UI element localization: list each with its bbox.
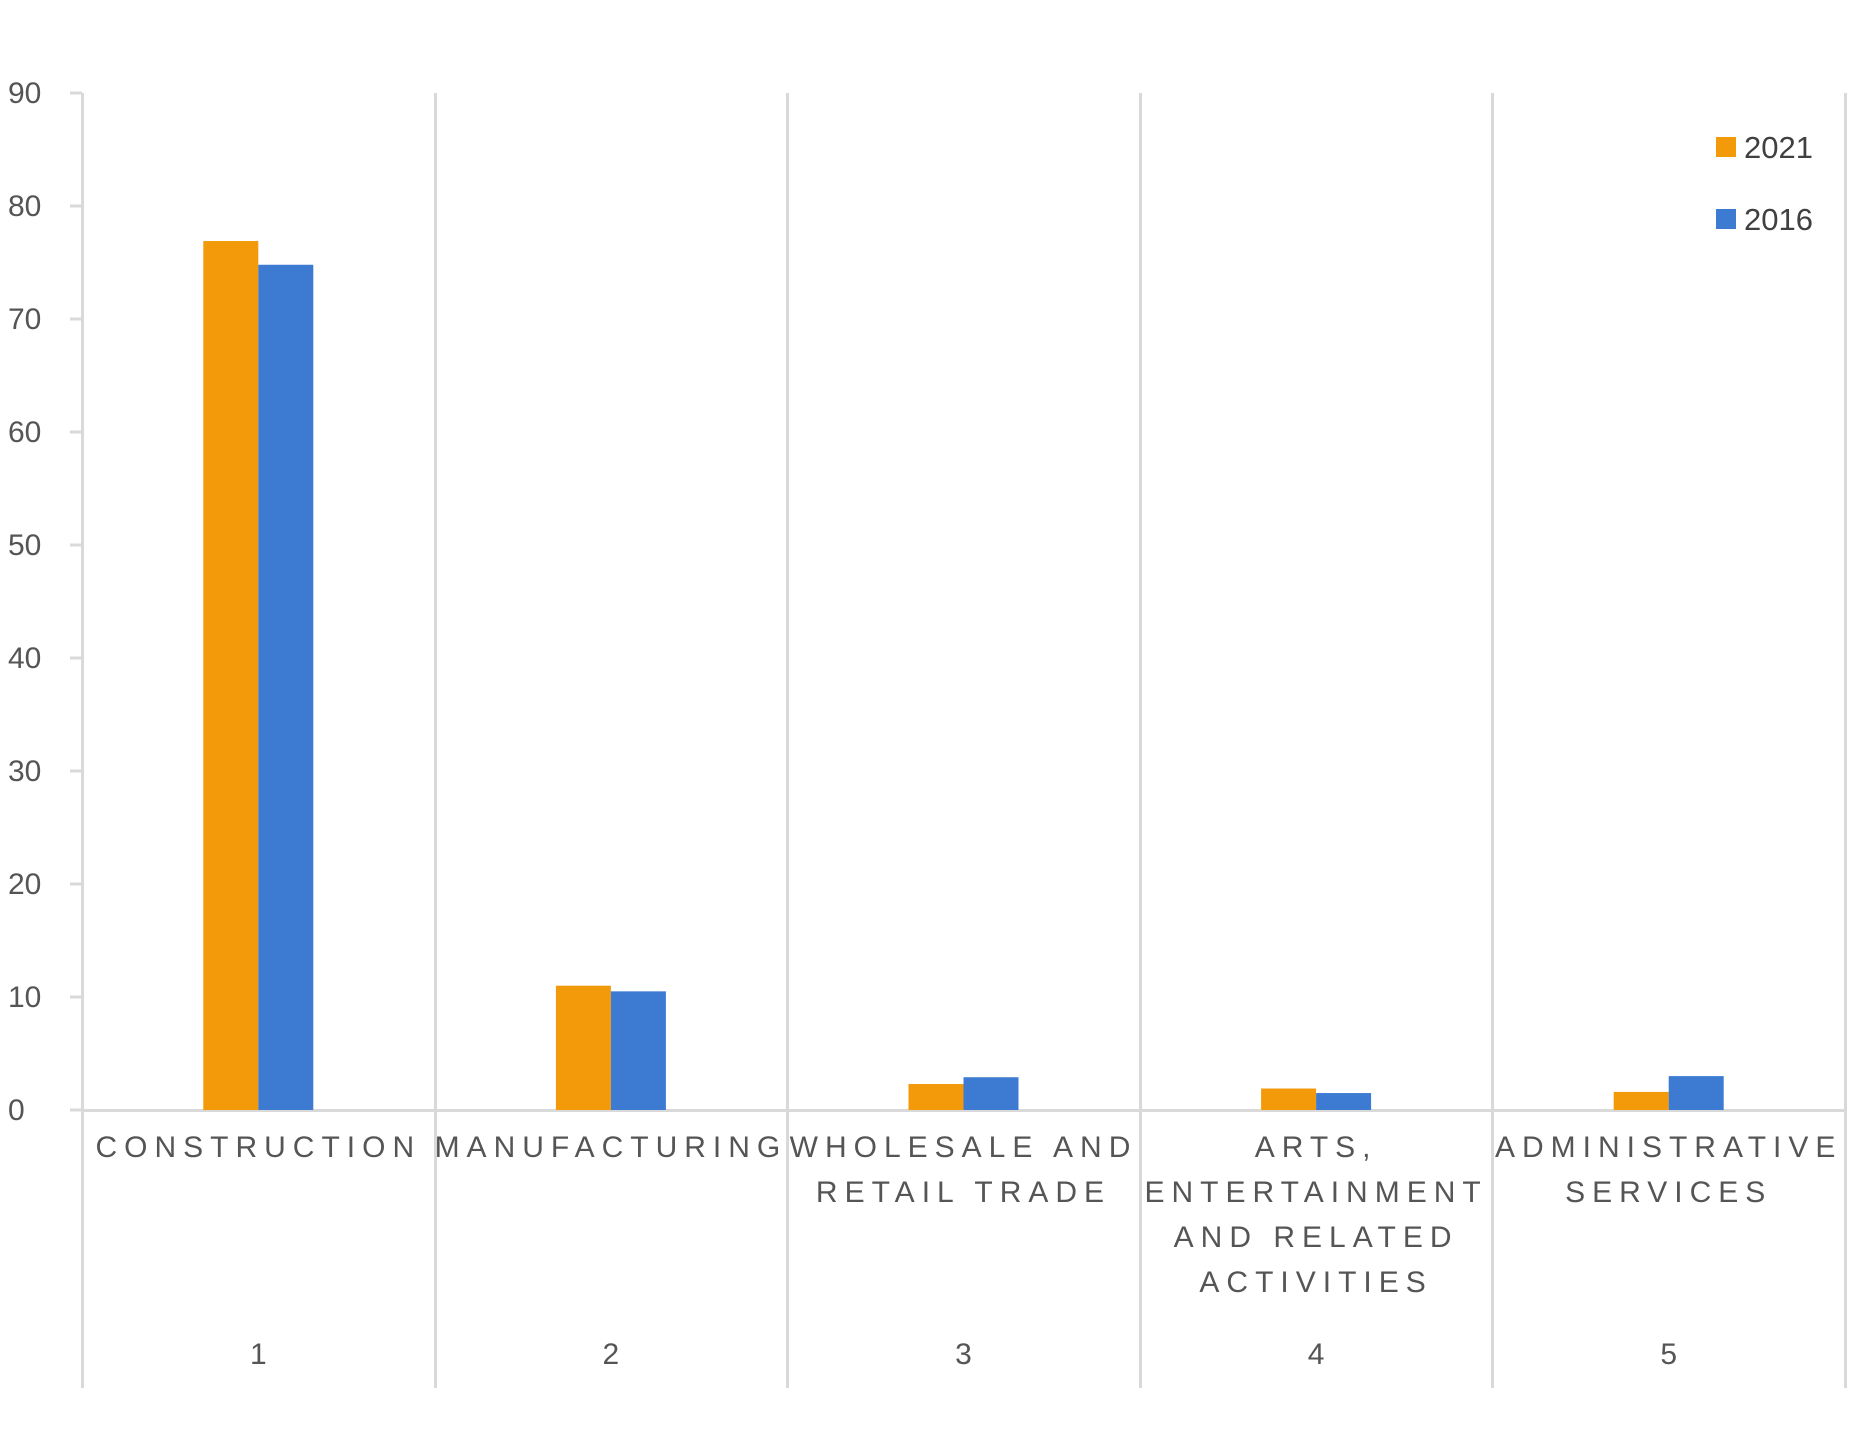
- category-label: ARTS,: [1255, 1131, 1378, 1164]
- y-tick-label: 70: [8, 303, 41, 336]
- bar-2021-3: [908, 1084, 964, 1110]
- legend-swatch-2021: [1716, 137, 1736, 157]
- y-tick-label: 90: [8, 77, 41, 110]
- category-label: MANUFACTURING: [435, 1131, 788, 1164]
- bar-2016-4: [1316, 1093, 1372, 1110]
- y-tick-label: 20: [8, 868, 41, 901]
- legend-swatch-2016: [1716, 209, 1736, 229]
- y-tick-label: 0: [8, 1094, 25, 1127]
- category-label: WHOLESALE AND: [790, 1131, 1138, 1164]
- bar-2021-1: [203, 241, 259, 1110]
- bar-2021-2: [555, 985, 611, 1110]
- grid-layer: [81, 93, 1847, 1388]
- y-tick-label: 60: [8, 416, 41, 449]
- bar-2016-5: [1668, 1076, 1724, 1110]
- category-label: ADMINISTRATIVE: [1495, 1131, 1842, 1164]
- category-label: ENTERTAINMENT: [1144, 1176, 1487, 1209]
- category-label: AND RELATED: [1174, 1221, 1459, 1254]
- bar-2016-3: [963, 1077, 1019, 1110]
- category-number: 2: [603, 1338, 620, 1371]
- category-label: SERVICES: [1565, 1176, 1772, 1209]
- bars-layer: [203, 241, 1724, 1110]
- category-label: RETAIL TRADE: [816, 1176, 1111, 1209]
- bar-2021-5: [1613, 1091, 1669, 1110]
- category-number: 1: [250, 1338, 267, 1371]
- y-tick-label: 40: [8, 642, 41, 675]
- y-tick-label: 10: [8, 981, 41, 1014]
- category-number: 3: [955, 1338, 972, 1371]
- y-tick-label: 80: [8, 190, 41, 223]
- y-tick-label: 30: [8, 755, 41, 788]
- category-label: CONSTRUCTION: [95, 1131, 421, 1164]
- x-axis: CONSTRUCTION 1 MANUFACTURING 2 WHOLESALE AND…: [95, 1131, 1842, 1371]
- category-number: 4: [1308, 1338, 1325, 1371]
- legend-label: 2021: [1744, 130, 1813, 165]
- y-tick-label: 50: [8, 529, 41, 562]
- bar-2016-2: [610, 991, 666, 1110]
- legend-label: 2016: [1744, 202, 1813, 237]
- bar-2016-1: [258, 264, 314, 1110]
- legend: 2021 2016: [1716, 130, 1813, 237]
- bar-2021-4: [1261, 1088, 1317, 1110]
- y-axis: 0 10 20 30 40 50 60 70 80 90: [8, 77, 82, 1127]
- category-label: ACTIVITIES: [1199, 1266, 1432, 1299]
- category-number: 5: [1660, 1338, 1677, 1371]
